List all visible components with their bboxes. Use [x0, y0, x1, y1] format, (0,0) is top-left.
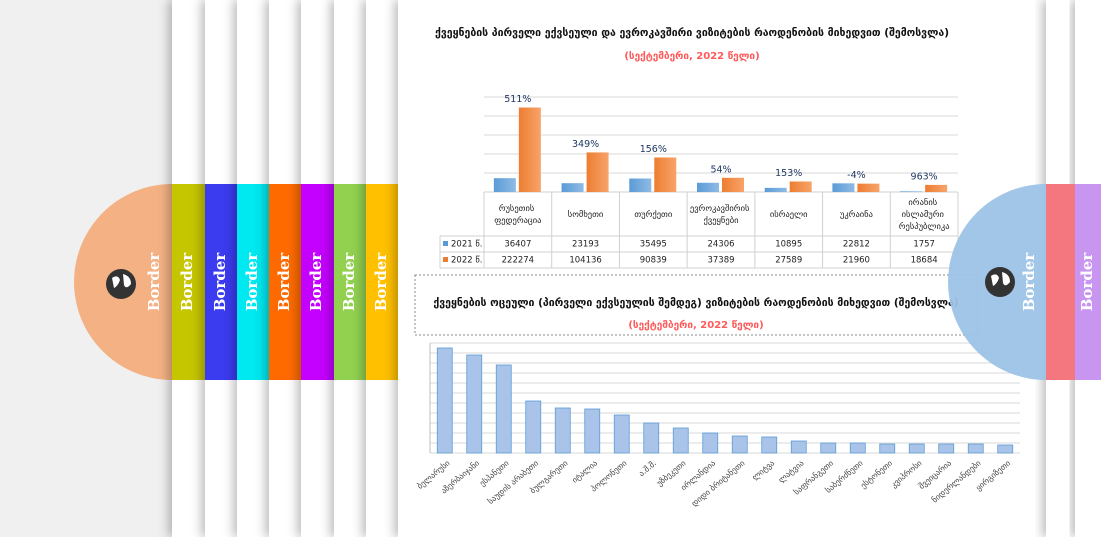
table-value: 36407	[504, 240, 531, 250]
table-value: 35495	[640, 240, 667, 250]
bar	[584, 408, 601, 454]
table-value: 1757	[913, 240, 935, 250]
bar	[764, 187, 787, 192]
bar	[586, 152, 609, 192]
table-value: 24306	[707, 240, 734, 250]
tab	[1075, 184, 1101, 380]
tab-label: Border	[243, 252, 261, 312]
bar	[832, 183, 855, 192]
bar	[761, 436, 778, 454]
data-label: -4%	[847, 170, 866, 181]
tab	[172, 184, 205, 380]
chart-subtitle: (სექტემბერი, 2022 წელი)	[628, 319, 763, 331]
table-value: 27589	[775, 256, 802, 266]
bar	[857, 183, 880, 192]
globe-icon	[106, 269, 136, 299]
bar	[900, 191, 923, 192]
bar	[654, 157, 677, 192]
x-tick-label: ისრაელი	[770, 209, 808, 220]
tab	[269, 184, 302, 380]
globe-icon	[991, 272, 1010, 286]
tab	[301, 184, 334, 380]
tab	[1046, 184, 1075, 380]
x-tick-label: რუსეთის ფედერაცია	[494, 203, 541, 226]
tab-label: Border	[307, 252, 325, 312]
data-label: 963%	[911, 171, 938, 182]
table-value: 21960	[843, 256, 870, 266]
globe-icon	[112, 274, 131, 288]
bar	[938, 443, 955, 454]
bar	[879, 443, 896, 454]
bar	[697, 182, 719, 192]
bar	[702, 432, 719, 454]
bar	[997, 444, 1014, 454]
tab	[334, 184, 367, 380]
legend-label: 2021 წ.	[451, 239, 482, 250]
bar	[495, 364, 512, 454]
bar	[722, 177, 744, 192]
data-label: 153%	[775, 168, 802, 179]
x-tick-label: ევროკავშირის ქვეყნები	[690, 203, 752, 226]
table-value: 22812	[843, 240, 870, 250]
bar	[790, 440, 807, 454]
tab-label: Border	[340, 252, 358, 312]
bar	[643, 422, 660, 454]
table-value: 222274	[502, 256, 534, 266]
bar	[493, 178, 516, 192]
table-value: 10895	[775, 240, 802, 250]
table-value: 90839	[640, 256, 667, 266]
x-tick-label: უკრაინა	[840, 209, 873, 220]
table-value: 23193	[572, 240, 599, 250]
chart-subtitle: (სექტემბერი, 2022 წელი)	[624, 50, 759, 62]
bar	[466, 354, 483, 454]
bar	[967, 443, 984, 454]
data-label: 156%	[640, 144, 667, 155]
bar	[925, 184, 948, 192]
bar	[908, 443, 925, 454]
tab	[205, 184, 238, 380]
tab	[237, 184, 270, 380]
bar	[849, 442, 866, 454]
bar	[672, 427, 689, 454]
x-tick-label: თურქეთი	[634, 209, 672, 220]
tab-label: Border	[1078, 252, 1096, 312]
tab-label: Border	[372, 252, 390, 312]
bar	[518, 107, 541, 192]
bar	[436, 347, 453, 454]
table-value: 18684	[911, 256, 938, 266]
tab-label: Border	[178, 252, 196, 312]
tab-label: Border	[145, 252, 163, 312]
tab-label: Border	[1020, 252, 1038, 312]
bar	[731, 435, 748, 454]
chart-title: ქვეყნების პირველი ექვსეული და ევროკავშირ…	[435, 27, 949, 39]
data-label: 54%	[710, 164, 731, 175]
globe-icon	[985, 267, 1015, 297]
data-label: 349%	[572, 139, 599, 150]
bar	[789, 181, 812, 192]
legend-swatch	[443, 241, 448, 246]
bar	[613, 414, 630, 454]
bar	[820, 442, 837, 454]
bar	[561, 183, 584, 192]
legend-swatch	[443, 257, 448, 262]
tab-label: Border	[211, 252, 229, 312]
table-value: 104136	[569, 256, 601, 266]
tab	[366, 184, 399, 380]
tab-label: Border	[275, 252, 293, 312]
x-tick-label: ირანის ისლამური რესპუბლიკა	[899, 197, 950, 232]
bar	[629, 178, 652, 192]
bar	[554, 407, 571, 454]
data-label: 511%	[504, 94, 531, 105]
table-value: 37389	[707, 256, 734, 266]
legend-label: 2022 წ.	[451, 255, 482, 266]
chart-title: ქვეყნების ოცეული (პირველი ექვსეულის შემდ…	[433, 297, 958, 309]
right-tabs: Border Border	[948, 0, 1101, 537]
bar	[525, 400, 542, 454]
x-tick-label: სომხეთი	[568, 209, 604, 220]
